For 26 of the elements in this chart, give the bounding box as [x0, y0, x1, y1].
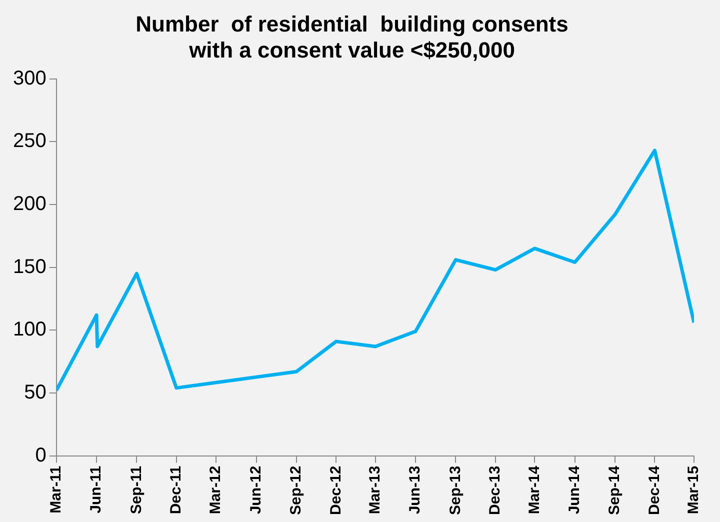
y-tick-label: 50 [24, 381, 46, 404]
x-tick-label: Sep-12 [288, 466, 305, 516]
text: with a consent value <$250,000 [189, 38, 515, 63]
x-tick-label: Dec-14 [646, 465, 663, 516]
x-tick-label: Sep-14 [606, 465, 624, 516]
text: Number of residential building consents [136, 11, 568, 36]
x-tick-label: Jun-12 [247, 466, 264, 514]
y-tick-label: 250 [12, 130, 46, 152]
y-tick-label: 200 [12, 192, 46, 215]
y-tick-label: 300 [12, 67, 46, 90]
x-tick-label: Mar-13 [366, 466, 384, 514]
x-tick-label: Dec-13 [486, 466, 504, 516]
x-tick-label: Mar-15 [685, 466, 702, 514]
x-tick-label: Jun-14 [566, 465, 583, 514]
x-tick-label: Sep-13 [446, 466, 464, 516]
x-tick-label: Mar-14 [526, 465, 543, 514]
x-tick-label: Dec-11 [168, 466, 185, 514]
x-tick-label: Dec-12 [327, 466, 344, 516]
x-tick-label: Sep-11 [128, 466, 145, 514]
x-tick-label: Mar-11 [48, 466, 65, 514]
y-tick-label: 0 [35, 444, 46, 466]
y-tick-label: 150 [12, 256, 46, 278]
x-tick-label: Jun-13 [406, 466, 424, 514]
x-tick-label: Jun-11 [88, 466, 105, 514]
x-tick-label: Mar-12 [207, 466, 224, 514]
y-tick-label: 100 [12, 318, 46, 341]
